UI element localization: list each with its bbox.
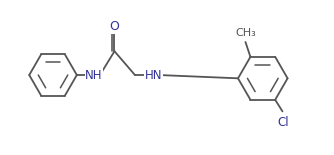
Text: HN: HN [144, 69, 162, 82]
Text: CH₃: CH₃ [235, 28, 256, 38]
Text: O: O [110, 20, 120, 33]
Text: Cl: Cl [277, 116, 289, 129]
Text: NH: NH [85, 69, 103, 82]
